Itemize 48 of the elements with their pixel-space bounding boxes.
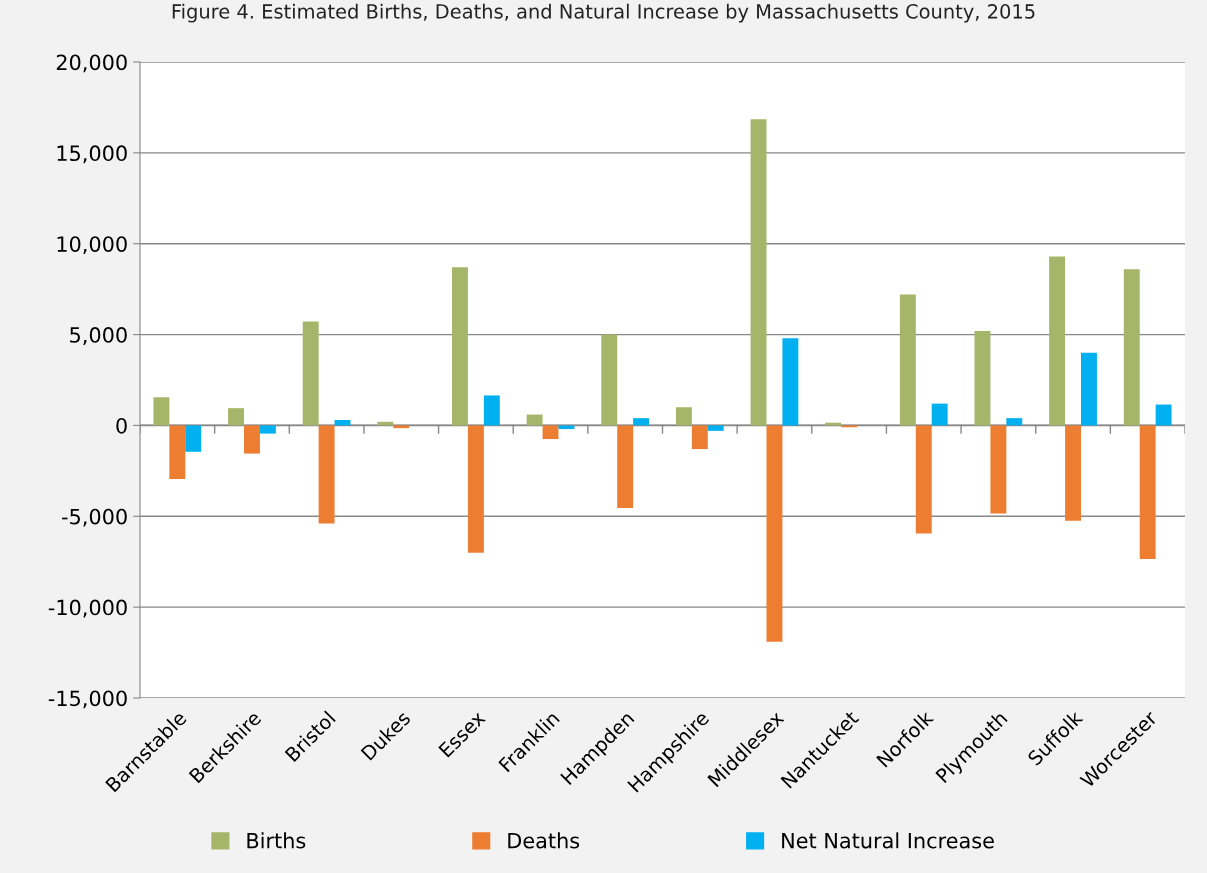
bar xyxy=(153,397,170,426)
y-tick-label: -5,000 xyxy=(62,508,127,527)
bar xyxy=(633,418,650,426)
bar xyxy=(691,425,708,450)
legend-label: Births xyxy=(247,832,306,849)
bar xyxy=(558,425,575,430)
bar xyxy=(617,425,634,509)
bar xyxy=(915,425,932,534)
chart-title: Figure 4. Estimated Births, Deaths, and Natural Increase by Massachusetts County, 2015 xyxy=(172,3,1035,23)
bar xyxy=(244,425,260,454)
bar xyxy=(526,414,543,426)
bar xyxy=(483,395,500,426)
bar xyxy=(675,407,692,426)
bar xyxy=(750,119,767,426)
bar xyxy=(1123,269,1140,426)
bar xyxy=(259,425,276,434)
y-tick-label: 0 xyxy=(116,417,127,434)
y-tick-label: 5,000 xyxy=(70,327,127,345)
bar xyxy=(990,425,1007,514)
bar xyxy=(393,425,410,429)
bar xyxy=(782,338,799,426)
bar xyxy=(601,334,618,426)
bar xyxy=(1006,418,1023,426)
bar xyxy=(931,403,948,426)
bar xyxy=(169,425,186,480)
bar xyxy=(1049,256,1066,426)
y-tick-label: 20,000 xyxy=(56,54,127,73)
bar xyxy=(318,425,335,524)
bar xyxy=(1139,425,1156,559)
bar xyxy=(1081,352,1097,426)
legend-label: Deaths xyxy=(508,832,580,849)
bar xyxy=(452,267,468,426)
bar xyxy=(467,425,484,553)
bar xyxy=(974,330,991,426)
bar xyxy=(302,321,319,426)
y-tick-label: 15,000 xyxy=(57,145,127,164)
bar xyxy=(1065,425,1081,521)
bar xyxy=(707,425,724,431)
bar xyxy=(1155,404,1172,426)
bar xyxy=(899,294,916,426)
bar xyxy=(185,425,202,452)
y-tick-label: -10,000 xyxy=(48,599,127,618)
y-tick-label: 10,000 xyxy=(57,236,127,255)
bar xyxy=(766,425,783,642)
y-tick-label: -15,000 xyxy=(48,690,127,709)
bar xyxy=(228,408,244,426)
bar xyxy=(542,425,559,440)
legend-label: Net Natural Increase xyxy=(782,832,994,849)
